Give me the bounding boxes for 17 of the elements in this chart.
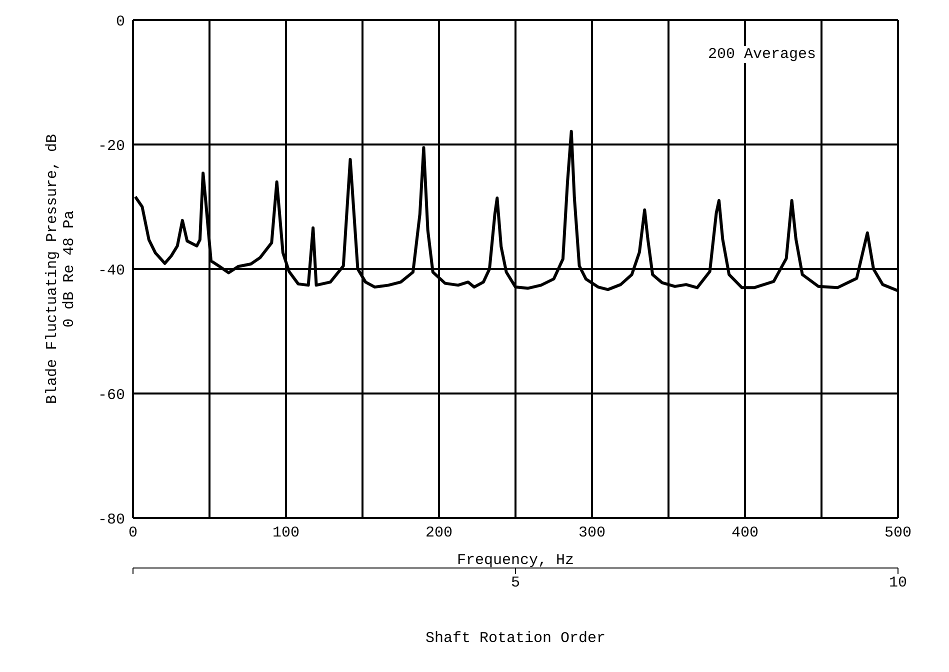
- y-tick-label: -80: [98, 511, 125, 528]
- y-tick-label: -20: [98, 138, 125, 155]
- x-tick-label: 0: [128, 524, 138, 542]
- y-tick-label: -40: [98, 262, 125, 280]
- y-tick-label: -60: [98, 386, 125, 404]
- x2-tick-label: 10: [888, 574, 908, 592]
- x-tick-label: 300: [578, 524, 606, 542]
- annotation: 200 Averages: [708, 46, 816, 63]
- x-axis-title: Frequency, Hz: [456, 552, 574, 569]
- x-tick-label: 200: [425, 524, 453, 542]
- x-tick-label: 400: [731, 524, 759, 542]
- x2-tick-label: 5: [510, 574, 520, 592]
- y-axis-title: Blade Fluctuating Pressure, dB 0 dB Re 48 Pa: [44, 134, 78, 404]
- x2-axis-title: Shaft Rotation Order: [425, 630, 606, 647]
- y-tick-label: 0: [116, 13, 125, 30]
- x-tick-label: 100: [272, 524, 300, 542]
- x-tick-label: 500: [884, 524, 912, 542]
